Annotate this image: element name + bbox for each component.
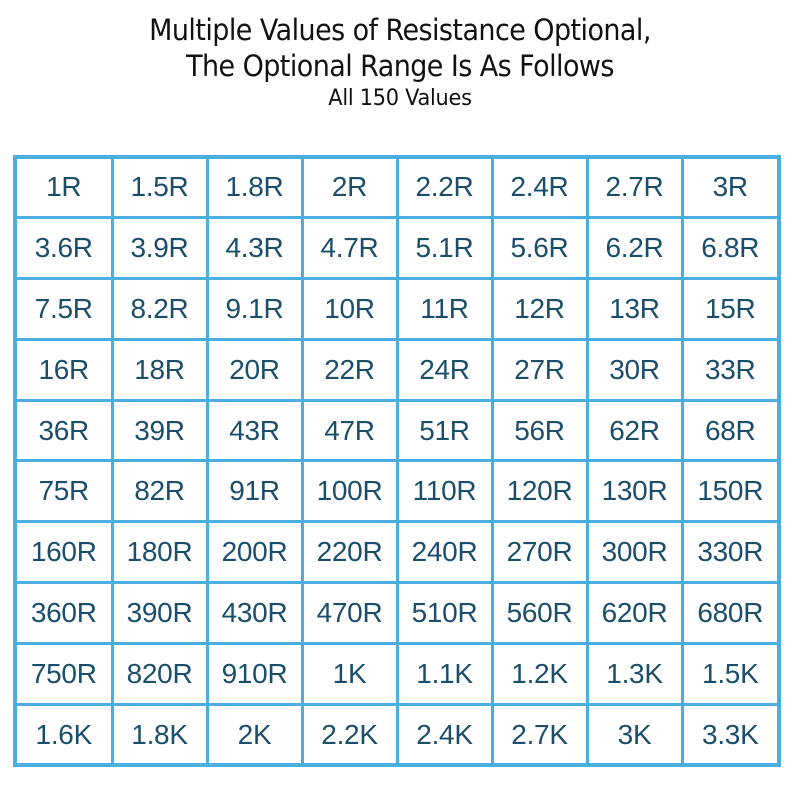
resistance-value-cell: 160R [17,520,114,585]
table-row: 75R 82R 91R 100R 110R 120R 130R 150R [17,459,777,524]
resistance-value-cell: 3K [585,703,684,763]
resistance-value-cell: 130R [585,459,684,524]
resistance-value-cell: 10R [300,276,399,341]
resistance-value-cell: 22R [300,337,399,402]
resistance-value-cell: 33R [680,337,777,402]
resistance-value-cell: 27R [490,337,589,402]
resistance-value-cell: 3.3K [680,703,777,763]
resistance-value-cell: 2.4K [395,703,494,763]
resistance-value-cell: 750R [17,642,114,707]
resistance-value-cell: 270R [490,520,589,585]
resistance-value-cell: 11R [395,276,494,341]
resistance-value-cell: 100R [300,459,399,524]
resistance-value-cell: 2K [205,703,304,763]
resistance-value-cell: 200R [205,520,304,585]
resistance-value-cell: 36R [17,398,114,463]
table-row: 750R 820R 910R 1K 1.1K 1.2K 1.3K 1.5K [17,642,777,707]
table-row: 1.6K 1.8K 2K 2.2K 2.4K 2.7K 3K 3.3K [17,703,777,763]
resistance-value-cell: 2.2K [300,703,399,763]
values-table: 1R 1.5R 1.8R 2R 2.2R 2.4R 2.7R 3R 3.6R 3.9R 4.3R 4.… [17,159,777,763]
resistance-value-cell: 91R [205,459,304,524]
resistance-values-grid: 1R 1.5R 1.8R 2R 2.2R 2.4R 2.7R 3R 3.6R 3.9R 4.3R 4.… [13,155,781,767]
resistance-value-cell: 47R [300,398,399,463]
resistance-value-cell: 4.7R [300,215,399,280]
resistance-value-cell: 82R [110,459,209,524]
resistance-value-cell: 9.1R [205,276,304,341]
resistance-value-cell: 820R [110,642,209,707]
resistance-value-cell: 30R [585,337,684,402]
resistance-value-cell: 1.5K [680,642,777,707]
resistance-value-cell: 1.1K [395,642,494,707]
resistance-value-cell: 4.3R [205,215,304,280]
resistance-value-cell: 20R [205,337,304,402]
resistance-value-cell: 3.6R [17,215,114,280]
table-row: 360R 390R 430R 470R 510R 560R 620R 680R [17,581,777,646]
resistance-value-cell: 470R [300,581,399,646]
subtitle: All 150 Values [328,86,472,111]
resistance-value-cell: 15R [680,276,777,341]
resistance-value-cell: 62R [585,398,684,463]
resistance-value-cell: 7.5R [17,276,114,341]
resistance-value-cell: 300R [585,520,684,585]
resistance-value-cell: 1.5R [110,159,209,219]
resistance-value-cell: 1.3K [585,642,684,707]
table-row: 7.5R 8.2R 9.1R 10R 11R 12R 13R 15R [17,276,777,341]
resistance-value-cell: 51R [395,398,494,463]
resistance-value-cell: 5.1R [395,215,494,280]
resistance-value-cell: 43R [205,398,304,463]
title-line-1: Multiple Values of Resistance Optional, [149,13,651,47]
resistance-value-cell: 110R [395,459,494,524]
resistance-value-cell: 180R [110,520,209,585]
resistance-value-cell: 3R [680,159,777,219]
resistance-value-cell: 1R [17,159,114,219]
resistance-value-cell: 2.2R [395,159,494,219]
resistance-value-cell: 2.4R [490,159,589,219]
resistance-value-cell: 150R [680,459,777,524]
resistance-value-cell: 560R [490,581,589,646]
title-line-2: The Optional Range Is As Follows [186,49,614,83]
resistance-value-cell: 16R [17,337,114,402]
resistance-value-cell: 18R [110,337,209,402]
resistance-value-cell: 8.2R [110,276,209,341]
resistance-value-cell: 430R [205,581,304,646]
resistance-value-cell: 1.8K [110,703,209,763]
table-row: 1R 1.5R 1.8R 2R 2.2R 2.4R 2.7R 3R [17,159,777,219]
resistance-value-cell: 24R [395,337,494,402]
table-row: 3.6R 3.9R 4.3R 4.7R 5.1R 5.6R 6.2R 6.8R [17,215,777,280]
resistance-value-cell: 680R [680,581,777,646]
resistance-value-cell: 6.2R [585,215,684,280]
table-row: 160R 180R 200R 220R 240R 270R 300R 330R [17,520,777,585]
resistance-value-cell: 3.9R [110,215,209,280]
resistance-value-cell: 2R [300,159,399,219]
resistance-value-cell: 240R [395,520,494,585]
resistance-value-cell: 75R [17,459,114,524]
resistance-value-cell: 68R [680,398,777,463]
resistance-value-cell: 620R [585,581,684,646]
header: Multiple Values of Resistance Optional, … [0,12,800,114]
resistance-value-cell: 1.6K [17,703,114,763]
resistance-value-cell: 13R [585,276,684,341]
resistance-value-cell: 360R [17,581,114,646]
resistance-value-cell: 220R [300,520,399,585]
resistance-value-cell: 120R [490,459,589,524]
table-row: 36R 39R 43R 47R 51R 56R 62R 68R [17,398,777,463]
table-row: 16R 18R 20R 22R 24R 27R 30R 33R [17,337,777,402]
resistance-value-cell: 1.8R [205,159,304,219]
resistance-value-cell: 510R [395,581,494,646]
resistance-value-cell: 1.2K [490,642,589,707]
resistance-value-cell: 2.7R [585,159,684,219]
values-table-body: 1R 1.5R 1.8R 2R 2.2R 2.4R 2.7R 3R 3.6R 3.9R 4.3R 4.… [17,159,777,763]
resistance-value-cell: 390R [110,581,209,646]
resistance-value-cell: 1K [300,642,399,707]
resistance-value-cell: 56R [490,398,589,463]
resistance-value-cell: 2.7K [490,703,589,763]
resistance-value-cell: 39R [110,398,209,463]
resistance-value-cell: 6.8R [680,215,777,280]
resistance-value-cell: 330R [680,520,777,585]
resistance-value-cell: 12R [490,276,589,341]
resistance-value-cell: 910R [205,642,304,707]
resistance-value-cell: 5.6R [490,215,589,280]
